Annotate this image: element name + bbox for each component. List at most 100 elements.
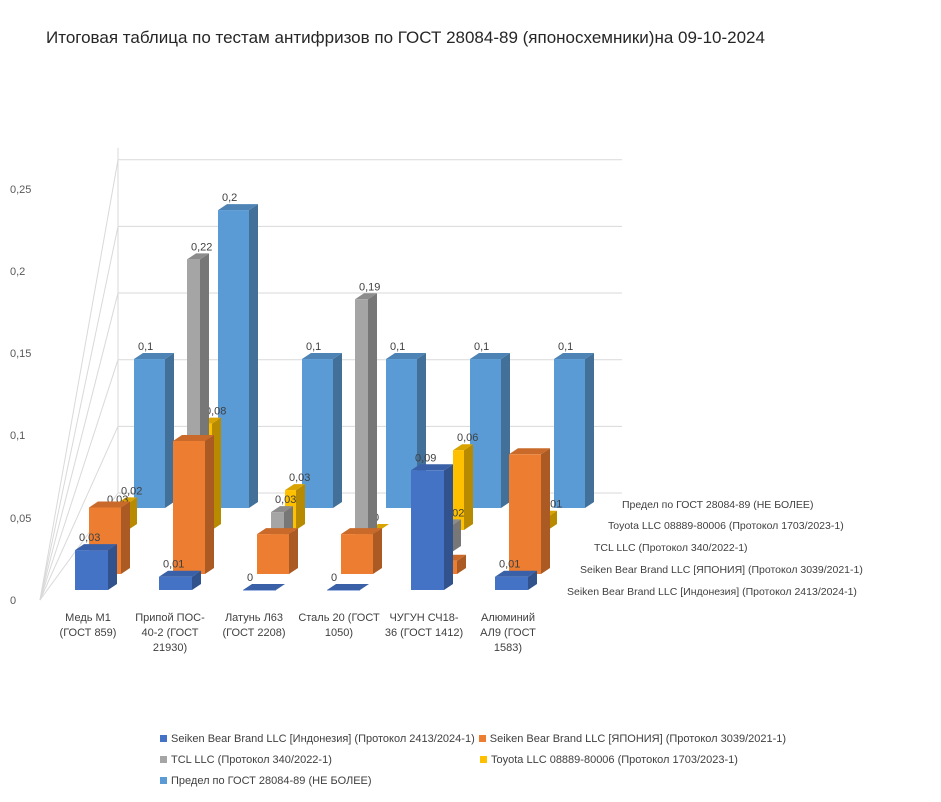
data-label: 0,01 <box>163 559 184 571</box>
data-label: 0,08 <box>205 406 226 418</box>
data-label: 0,02 <box>121 485 142 497</box>
data-label: 0,1 <box>474 341 489 353</box>
legend-item: Seiken Bear Brand LLC [Индонезия] (Прото… <box>160 733 475 745</box>
data-label: 0,1 <box>306 341 321 353</box>
gridline <box>39 426 119 601</box>
bar-top <box>470 353 510 360</box>
y-tick-label: 0,25 <box>10 184 31 196</box>
bar-side <box>289 528 298 574</box>
bar <box>327 590 360 591</box>
category-label: АЛ9 (ГОСТ <box>480 627 536 639</box>
bar-top <box>159 570 201 577</box>
legend-swatch <box>478 735 486 742</box>
category-label: Сталь 20 (ГОСТ <box>298 612 380 624</box>
series-axis-label: Seiken Bear Brand LLC [ЯПОНИЯ] (Протокол… <box>580 564 863 576</box>
category-label: 36 (ГОСТ 1412) <box>385 627 463 639</box>
bar-side <box>296 484 305 530</box>
bar-top <box>285 484 305 491</box>
y-tick-label: 0,1 <box>10 430 25 442</box>
category-label: (ГОСТ 2208) <box>222 627 285 639</box>
data-label: 0 <box>247 572 253 584</box>
bar-top <box>411 464 453 471</box>
bar-top <box>341 528 382 535</box>
data-label: 0,01 <box>499 559 520 571</box>
bar <box>509 454 541 574</box>
bar <box>453 450 464 530</box>
bar <box>470 359 501 508</box>
bar-side <box>457 554 466 574</box>
chart-legend: Seiken Bear Brand LLC [Индонезия] (Прото… <box>160 728 860 791</box>
y-tick-label: 0 <box>10 595 16 607</box>
bar <box>257 534 289 574</box>
legend-row: TCL LLC (Протокол 340/2022-1) Toyota LLC… <box>160 749 860 770</box>
category-label: Медь М1 <box>65 612 111 624</box>
bar <box>159 576 192 590</box>
legend-row: Seiken Bear Brand LLC [Индонезия] (Прото… <box>160 728 860 749</box>
legend-row: Предел по ГОСТ 28084-89 (НЕ БОЛЕЕ) <box>160 770 860 791</box>
bar-side <box>108 544 117 590</box>
bar-side <box>464 444 473 530</box>
bar-top <box>75 544 117 551</box>
bar <box>243 590 276 591</box>
legend-item: Toyota LLC 08889-80006 (Протокол 1703/20… <box>480 754 738 766</box>
category-label: ЧУГУН СЧ18- <box>389 612 458 624</box>
bar-top <box>257 528 298 535</box>
data-label: 0,09 <box>415 452 436 464</box>
bar <box>75 550 108 590</box>
category-label: 21930) <box>153 642 187 654</box>
y-tick-label: 0,05 <box>10 513 31 525</box>
bar-top <box>89 501 130 508</box>
data-label: 0,19 <box>359 281 380 293</box>
data-label: 0,22 <box>191 241 212 253</box>
y-tick-label: 0,15 <box>10 348 31 360</box>
y-tick-label: 0,2 <box>10 266 25 278</box>
bar-top <box>495 570 537 577</box>
legend-label: Предел по ГОСТ 28084-89 (НЕ БОЛЕЕ) <box>171 774 372 787</box>
legend-label: TCL LLC (Протокол 340/2022-1) <box>171 753 332 766</box>
bar-side <box>444 464 453 590</box>
bar-side <box>121 501 130 574</box>
gridline <box>39 226 119 601</box>
legend-label: Seiken Bear Brand LLC [Индонезия] (Прото… <box>171 732 475 745</box>
series-axis-label: Предел по ГОСТ 28084-89 (НЕ БОЛЕЕ) <box>622 499 813 511</box>
category-label: Латунь Л63 <box>225 612 283 624</box>
bar-side <box>541 448 550 574</box>
legend-label: Toyota LLC 08889-80006 (Протокол 1703/20… <box>491 753 738 766</box>
data-label: 0,03 <box>79 532 100 544</box>
bar <box>134 359 165 508</box>
data-label: 0,03 <box>275 494 296 506</box>
bar-side <box>212 417 221 530</box>
legend-swatch <box>160 777 167 784</box>
bar-side <box>548 510 557 530</box>
category-label: Алюминий <box>481 612 535 624</box>
gridline <box>39 159 119 601</box>
bar-side <box>165 353 174 508</box>
bar <box>218 210 249 508</box>
bar-top <box>218 204 258 211</box>
category-label: Припой ПОС- <box>135 612 205 624</box>
series-axis-label: Toyota LLC 08889-80006 (Протокол 1703/20… <box>608 520 844 532</box>
bar-top <box>173 435 214 441</box>
bar-top <box>302 353 342 360</box>
bar-side <box>249 204 258 508</box>
category-label: (ГОСТ 859) <box>60 627 117 639</box>
bar <box>355 299 368 552</box>
bar <box>411 470 444 590</box>
legend-swatch <box>160 756 167 763</box>
series-axis-label: TCL LLC (Протокол 340/2022-1) <box>594 542 748 554</box>
chart-title: Итоговая таблица по тестам антифризов по… <box>46 28 765 47</box>
bar-side <box>452 519 461 552</box>
data-label: 0,03 <box>289 472 310 484</box>
legend-item: TCL LLC (Протокол 340/2022-1) <box>160 754 476 766</box>
legend-swatch <box>160 735 167 742</box>
bar-top <box>453 444 473 451</box>
legend-item: Предел по ГОСТ 28084-89 (НЕ БОЛЕЕ) <box>160 775 372 787</box>
data-label: 0,2 <box>222 192 237 204</box>
bar-top <box>271 506 293 513</box>
bar-side <box>368 293 377 552</box>
bar-top <box>386 353 426 360</box>
bar-side <box>205 435 214 574</box>
bar-side <box>373 528 382 574</box>
legend-item: Seiken Bear Brand LLC [ЯПОНИЯ] (Протокол… <box>478 733 786 745</box>
